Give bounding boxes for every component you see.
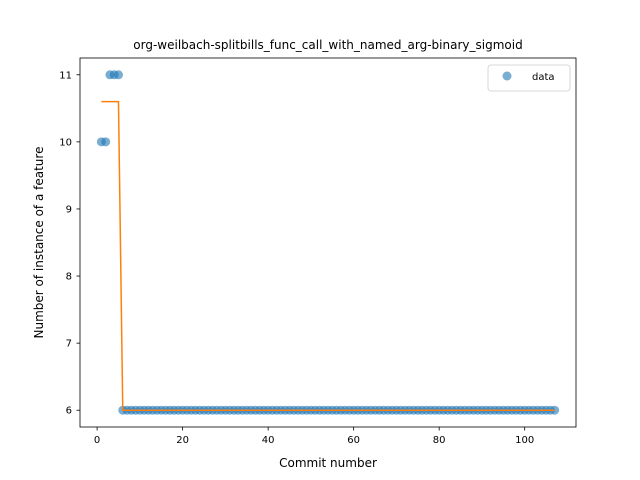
x-tick-label: 100 bbox=[515, 435, 534, 446]
data-point bbox=[550, 405, 560, 415]
fit-line bbox=[101, 100, 555, 411]
x-tick-label: 40 bbox=[262, 435, 275, 446]
y-tick-label: 7 bbox=[66, 339, 72, 350]
y-tick-label: 9 bbox=[66, 204, 72, 215]
data-point bbox=[113, 70, 123, 80]
x-axis: 0 20 40 60 80 100 bbox=[94, 427, 534, 446]
legend-marker-data bbox=[502, 71, 512, 81]
chart-title: org-weilbach-splitbills_func_call_with_n… bbox=[133, 38, 522, 52]
y-tick-label: 11 bbox=[59, 70, 72, 81]
x-tick-label: 60 bbox=[347, 435, 360, 446]
x-tick-label: 0 bbox=[94, 435, 100, 446]
y-tick-label: 8 bbox=[66, 272, 72, 283]
legend-box bbox=[487, 64, 571, 92]
y-axis: 6 7 8 9 10 11 bbox=[59, 70, 80, 417]
y-tick-label: 6 bbox=[66, 406, 72, 417]
series-layer bbox=[96, 70, 560, 415]
data-point bbox=[101, 137, 111, 147]
y-axis-label: Number of instance of a feature bbox=[32, 147, 46, 339]
x-tick-label: 20 bbox=[176, 435, 189, 446]
legend: data bbox=[487, 64, 571, 92]
y-tick-label: 10 bbox=[59, 137, 72, 148]
plot-frame bbox=[79, 57, 577, 428]
x-axis-label: Commit number bbox=[279, 456, 377, 470]
legend-label-data: data bbox=[532, 72, 555, 83]
plot-area bbox=[80, 58, 576, 427]
x-tick-label: 80 bbox=[433, 435, 446, 446]
